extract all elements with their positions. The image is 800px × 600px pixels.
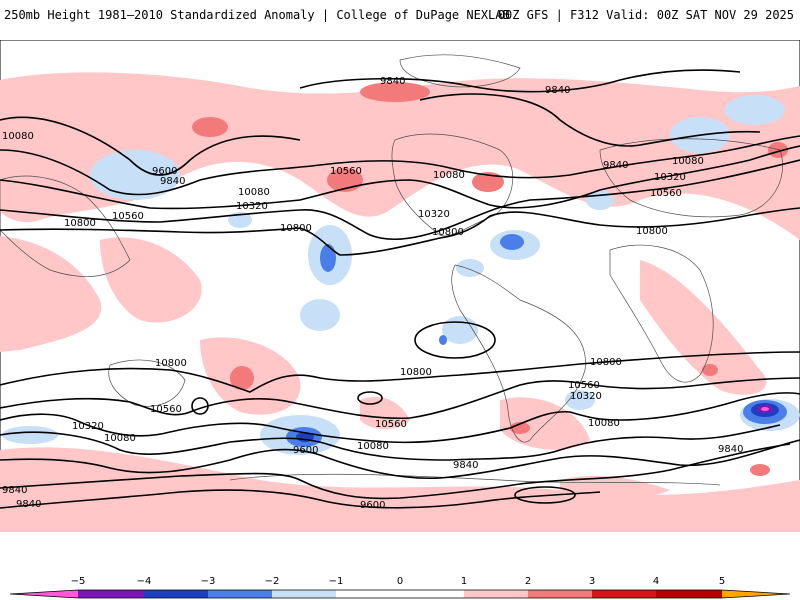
legend-tick: 0 — [397, 576, 403, 587]
contour-label: 10800 — [155, 358, 187, 369]
legend-swatch-pos5 — [722, 590, 790, 598]
contour-label: 10560 — [650, 188, 682, 199]
contour-label: 10560 — [375, 419, 407, 430]
contour-label: 10560 — [150, 404, 182, 415]
contour-label: 10080 — [2, 131, 34, 142]
legend-tick: 3 — [589, 576, 595, 587]
legend-tick: −3 — [201, 576, 216, 587]
legend-swatch-neg2 — [208, 590, 272, 598]
contour-label: 10560 — [330, 166, 362, 177]
legend-swatch-neg5 — [10, 590, 78, 598]
strong-anomaly-fill — [192, 82, 788, 476]
legend-tick: 4 — [653, 576, 659, 587]
anomaly-map: 9840 9840 10080 9600 9840 10080 10320 10… — [0, 40, 800, 532]
contour-label: 9840 — [603, 160, 628, 171]
legend-tick: −4 — [137, 576, 152, 587]
legend-swatch-pos3 — [592, 590, 656, 598]
contour-label: 9840 — [160, 176, 185, 187]
contour-label: 10800 — [400, 367, 432, 378]
legend-swatch-neg1 — [272, 590, 336, 598]
legend-bar — [9, 589, 791, 599]
legend-ticks: −5 −4 −3 −2 −1 0 1 2 3 4 5 — [71, 576, 726, 587]
contour-label: 10080 — [104, 433, 136, 444]
legend-swatch-pos2 — [528, 590, 592, 598]
contour-label: 9840 — [2, 485, 27, 496]
legend-tick: 2 — [525, 576, 531, 587]
contour-label: 10320 — [72, 421, 104, 432]
legend-outline — [9, 589, 791, 599]
contour-label: 9840 — [16, 499, 41, 510]
contour-label: 10320 — [236, 201, 268, 212]
contour-label: 10800 — [432, 227, 464, 238]
legend-tick: −1 — [329, 576, 344, 587]
contour-label: 10080 — [433, 170, 465, 181]
legend-swatch-pos1 — [464, 590, 528, 598]
legend-tick: 1 — [461, 576, 467, 587]
contour-label: 10800 — [636, 226, 668, 237]
contour-label: 10080 — [672, 156, 704, 167]
coastlines — [0, 54, 783, 486]
contour-label: 10800 — [590, 357, 622, 368]
contour-label: 10320 — [654, 172, 686, 183]
contour-labels: 9840 9840 10080 9600 9840 10080 10320 10… — [2, 76, 743, 511]
chart-title: 250mb Height 1981–2010 Standardized Anom… — [4, 8, 510, 22]
contour-label: 9840 — [545, 85, 570, 96]
model-run-info: 00Z GFS | F312 Valid: 00Z SAT NOV 29 202… — [497, 8, 794, 22]
contour-label: 10800 — [280, 223, 312, 234]
contour-label: 9840 — [453, 460, 478, 471]
contour-label: 10080 — [588, 418, 620, 429]
contour-label: 9600 — [152, 166, 177, 177]
contour-label: 10320 — [570, 391, 602, 402]
contour-label: 9840 — [380, 76, 405, 87]
contour-label: 9600 — [293, 445, 318, 456]
legend-swatch-neg4 — [78, 590, 144, 598]
legend-tick: 5 — [719, 576, 725, 587]
contour-label: 9840 — [718, 444, 743, 455]
contour-label: 10320 — [418, 209, 450, 220]
contour-label: 10080 — [238, 187, 270, 198]
color-scale-legend: −5 −4 −3 −2 −1 0 1 2 3 4 5 — [9, 576, 791, 599]
contour-label: 10080 — [357, 441, 389, 452]
height-contours — [0, 69, 800, 509]
legend-tick: −5 — [71, 576, 86, 587]
legend-swatch-neutral — [336, 590, 464, 598]
legend-swatch-neg3 — [144, 590, 208, 598]
contour-label: 10800 — [64, 218, 96, 229]
contour-label: 10560 — [112, 211, 144, 222]
legend-swatch-pos4 — [656, 590, 722, 598]
contour-label: 10560 — [568, 380, 600, 391]
contour-label: 9600 — [360, 500, 385, 511]
legend-tick: −2 — [265, 576, 280, 587]
